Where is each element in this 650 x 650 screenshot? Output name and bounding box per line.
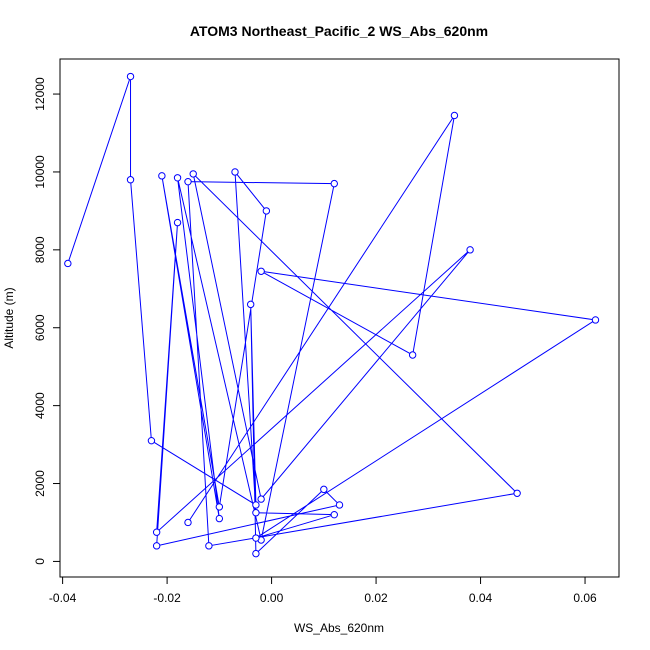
data-point bbox=[184, 518, 192, 527]
data-point bbox=[330, 179, 338, 188]
data-point bbox=[335, 501, 344, 509]
data-point bbox=[215, 514, 224, 523]
data-point bbox=[158, 172, 166, 180]
data-point bbox=[64, 259, 72, 268]
data-point bbox=[152, 528, 161, 536]
data-point bbox=[189, 170, 197, 178]
data-point bbox=[152, 542, 161, 550]
x-tick-label: 0.04 bbox=[469, 591, 493, 605]
data-point bbox=[466, 246, 474, 254]
y-axis-label: Altitude (m) bbox=[2, 287, 16, 348]
data-point bbox=[252, 509, 260, 517]
y-tick-label: 12000 bbox=[33, 77, 47, 111]
data-point bbox=[246, 300, 255, 309]
data-point bbox=[147, 436, 156, 445]
series-lines bbox=[67, 76, 597, 555]
y-tick-label: 4000 bbox=[33, 392, 47, 419]
data-point bbox=[215, 503, 224, 511]
data-point bbox=[205, 542, 213, 550]
data-point bbox=[126, 72, 135, 81]
data-point bbox=[252, 549, 260, 558]
x-axis-label: WS_Abs_620nm bbox=[294, 621, 384, 635]
y-tick-label: 10000 bbox=[33, 155, 47, 189]
data-point bbox=[252, 534, 260, 542]
series-line bbox=[67, 76, 597, 555]
x-tick-label: -0.02 bbox=[153, 591, 181, 605]
x-tick-label: 0.02 bbox=[364, 591, 388, 605]
data-point bbox=[513, 489, 521, 497]
x-axis: -0.04 -0.02 0.00 0.02 0.04 0.06 bbox=[49, 576, 597, 605]
data-point bbox=[173, 174, 182, 182]
data-point bbox=[450, 111, 459, 120]
data-point bbox=[231, 168, 239, 176]
data-point bbox=[252, 501, 260, 509]
y-axis: 0 2000 4000 6000 8000 10000 12000 bbox=[33, 77, 61, 565]
y-tick-label: 6000 bbox=[33, 314, 47, 341]
data-point bbox=[262, 207, 271, 215]
chart-title: ATOM3 Northeast_Pacific_2 WS_Abs_620nm bbox=[190, 23, 488, 39]
data-point bbox=[184, 177, 192, 186]
data-point bbox=[126, 176, 135, 184]
data-point bbox=[330, 510, 338, 519]
data-point bbox=[257, 267, 265, 275]
data-point bbox=[320, 485, 328, 494]
x-tick-label: -0.04 bbox=[49, 591, 77, 605]
y-tick-label: 2000 bbox=[33, 470, 47, 497]
x-tick-label: 0.06 bbox=[573, 591, 597, 605]
y-tick-label: 8000 bbox=[33, 236, 47, 263]
data-point bbox=[408, 351, 417, 359]
data-point bbox=[591, 316, 600, 324]
data-point bbox=[173, 218, 182, 227]
x-tick-label: 0.00 bbox=[260, 591, 284, 605]
y-tick-label: 0 bbox=[33, 558, 47, 565]
data-point bbox=[257, 495, 265, 503]
series-points bbox=[64, 72, 600, 558]
